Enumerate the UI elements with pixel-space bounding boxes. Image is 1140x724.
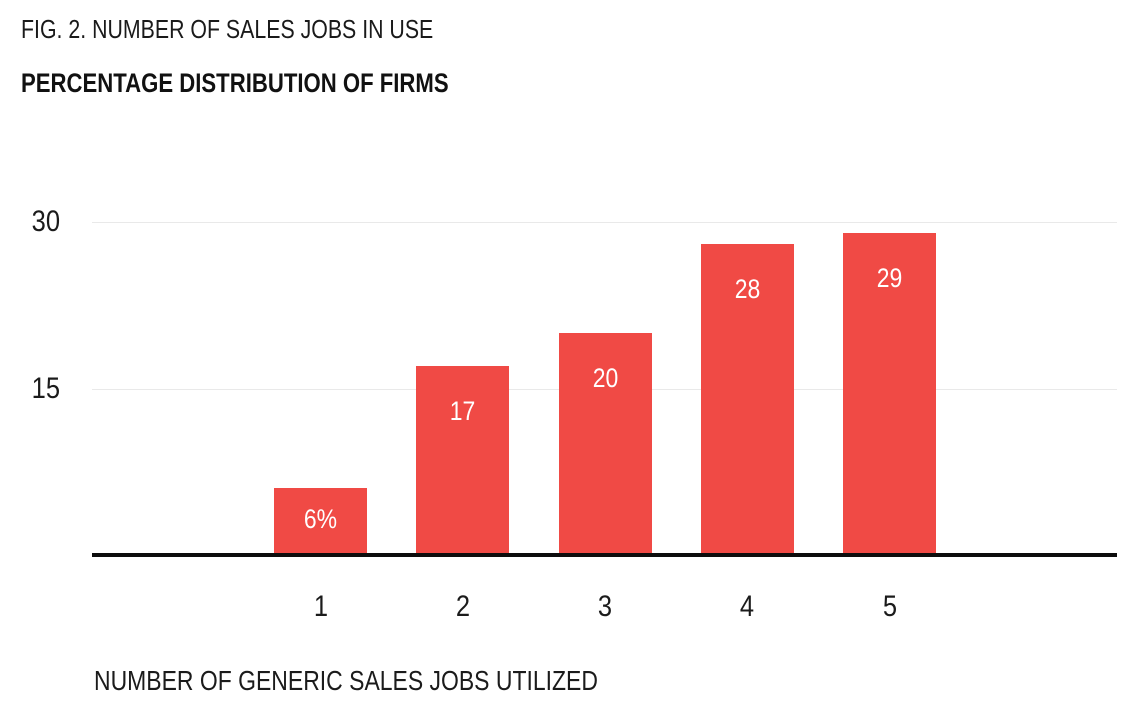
y-axis-tick-label: 15: [31, 371, 60, 405]
figure-title: FIG. 2. NUMBER OF SALES JOBS IN USE: [21, 14, 434, 44]
x-axis-title: NUMBER OF GENERIC SALES JOBS UTILIZED: [94, 665, 598, 696]
gridline: [92, 222, 1117, 223]
bar: 29: [843, 233, 936, 553]
x-axis-tick-label: 5: [882, 590, 897, 623]
y-axis-tick-label: 30: [31, 205, 60, 238]
x-axis-tick-label: 2: [455, 590, 470, 623]
bar: 17: [416, 366, 510, 553]
x-axis-tick-label: 1: [313, 590, 328, 623]
x-axis-tick-label: 4: [740, 590, 755, 623]
figure-subtitle: PERCENTAGE DISTRIBUTION OF FIRMS: [21, 68, 449, 98]
bar-value-label: 6%: [303, 504, 338, 535]
bar-value-label: 17: [449, 396, 476, 427]
bar-value-label: 29: [876, 263, 903, 294]
bar: 28: [700, 244, 794, 553]
bar-value-label: 20: [592, 363, 618, 393]
x-axis-line: [92, 553, 1117, 557]
bar: 6%: [274, 488, 367, 553]
x-axis-tick-label: 3: [597, 590, 613, 623]
bar-value-label: 28: [734, 274, 761, 305]
bar: 20: [558, 333, 652, 553]
